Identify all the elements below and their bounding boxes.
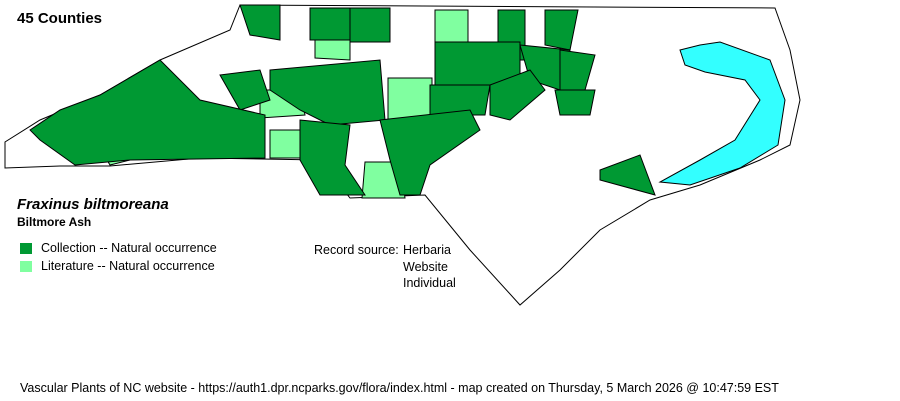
county-collection [29, 59, 266, 166]
legend-swatch-collection [20, 242, 32, 254]
record-source-value: Herbaria [403, 243, 451, 257]
legend-label: Literature -- Natural occurrence [41, 259, 215, 273]
record-source: Record source: Herbaria Website Individu… [314, 242, 456, 290]
record-source-value: Individual [403, 276, 456, 290]
legend-literature: Literature -- Natural occurrence [20, 259, 215, 273]
county-collection [349, 7, 391, 43]
county-collection [309, 7, 351, 41]
legend-label: Collection -- Natural occurrence [41, 241, 217, 255]
record-source-label: Record source: [314, 243, 399, 257]
county-collection [299, 119, 366, 196]
county-collection [379, 109, 481, 196]
footer-credit: Vascular Plants of NC website - https://… [20, 381, 779, 395]
collection-counties [29, 4, 656, 196]
county-literature [314, 39, 351, 61]
county-collection [554, 89, 596, 116]
county-collection [489, 69, 546, 121]
scientific-name: Fraxinus biltmoreana [17, 196, 169, 213]
pamlico-albemarle-sound [658, 41, 786, 186]
county-count: 45 Counties [17, 10, 103, 27]
common-name: Biltmore Ash [17, 215, 92, 229]
county-collection [219, 69, 271, 111]
county-collection [429, 84, 491, 116]
county-literature [387, 77, 433, 121]
county-collection [599, 154, 656, 196]
record-source-value: Website [403, 259, 448, 274]
legend-collection: Collection -- Natural occurrence [20, 241, 217, 255]
county-literature [434, 9, 469, 43]
county-collection [239, 4, 281, 41]
legend-swatch-literature [20, 260, 32, 272]
